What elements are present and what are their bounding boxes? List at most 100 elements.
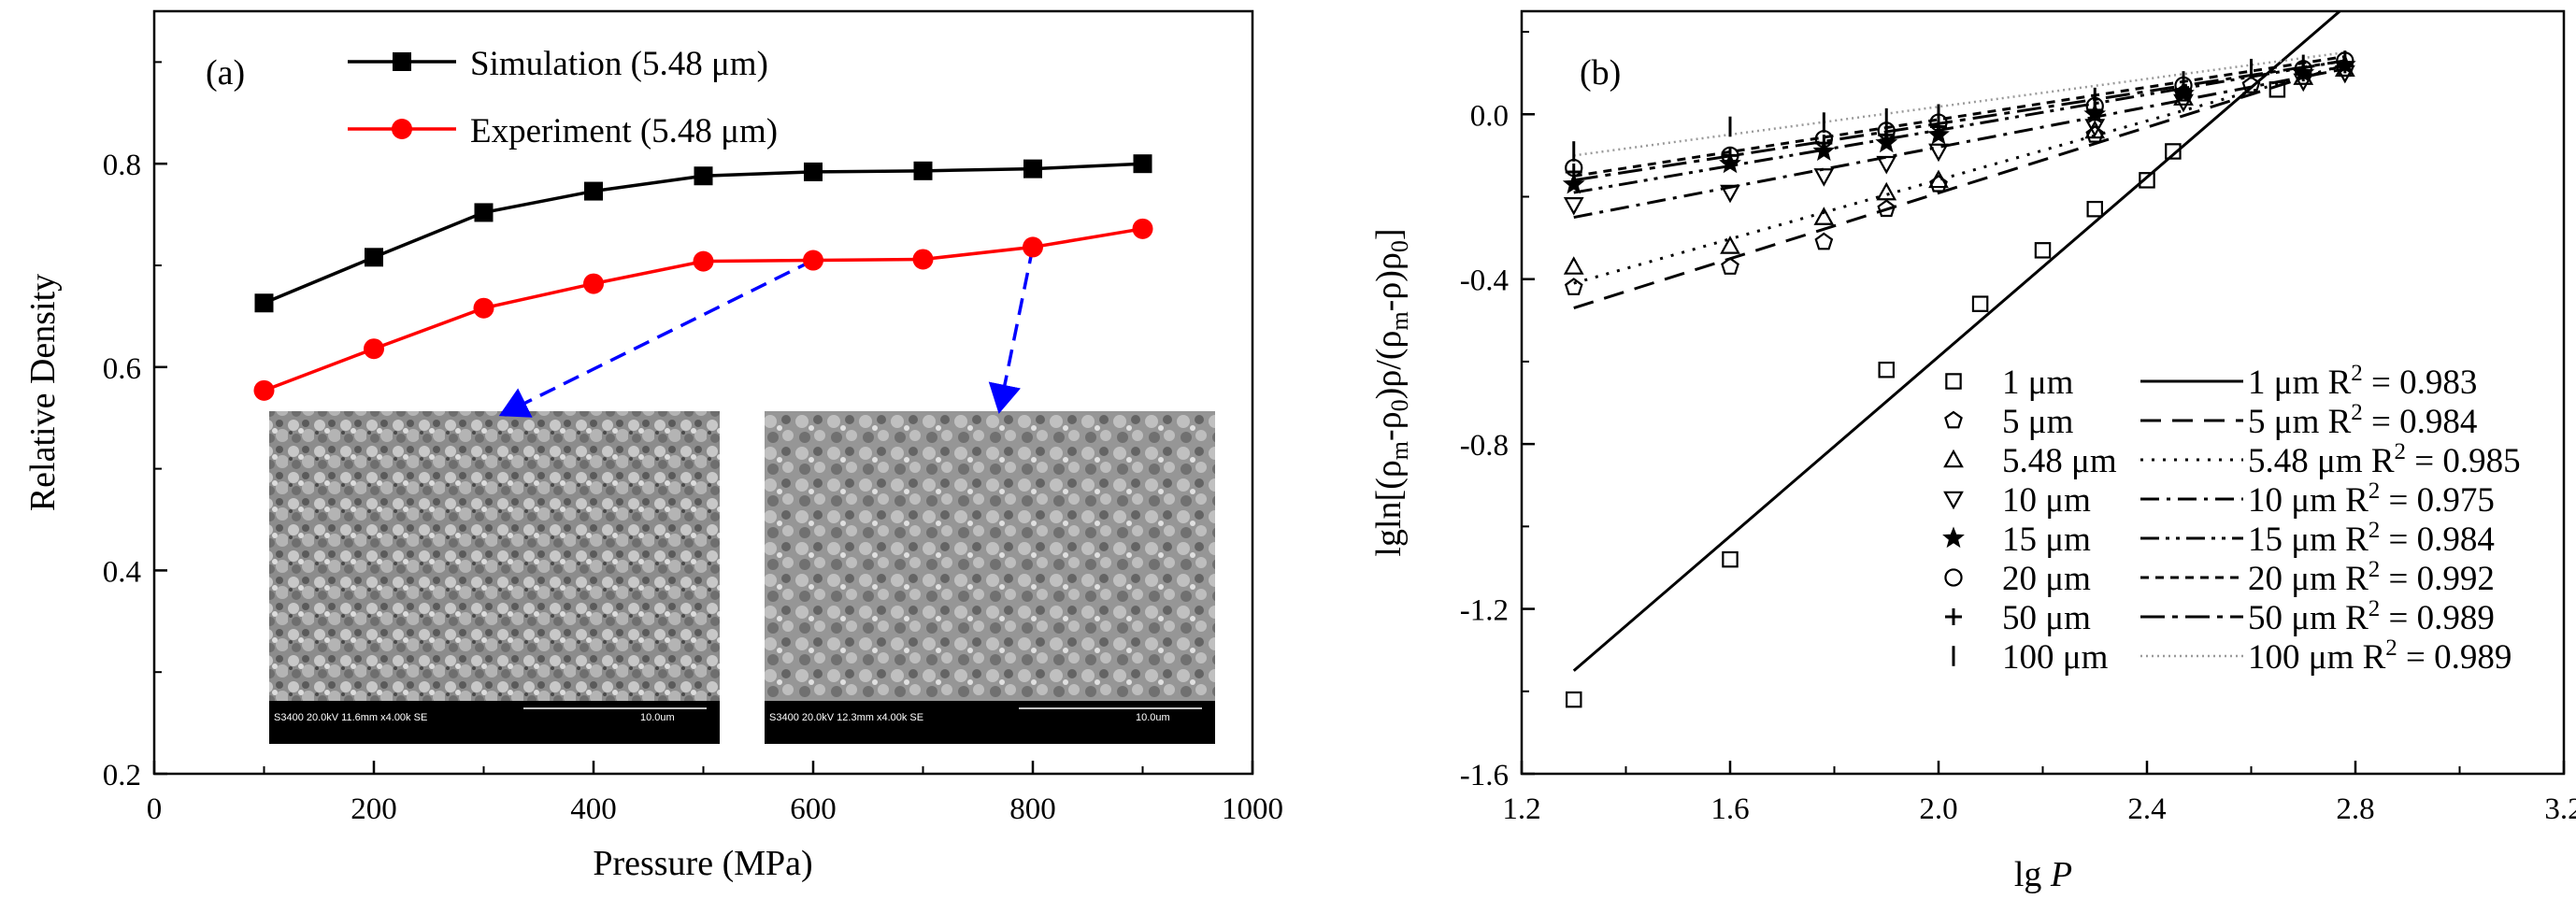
data-point <box>2165 143 2182 160</box>
legend-fit-label: 15 μm R2 = 0.984 <box>2248 518 2495 559</box>
fit-line <box>1573 55 2346 178</box>
legend-row: 100 μm <box>1952 638 2109 677</box>
data-point <box>1945 608 1962 625</box>
legend-series-label: 15 μm <box>2002 521 2091 559</box>
data-point <box>1942 526 1965 549</box>
panel-b-fit-lines <box>1572 11 2346 672</box>
y-tick-label: 0.4 <box>103 555 141 589</box>
data-point <box>365 248 383 267</box>
x-tick-label: 3.2 <box>2544 792 2576 826</box>
data-point <box>1943 491 1964 510</box>
data-point <box>1023 236 1043 258</box>
y-tick-label: -1.6 <box>1460 759 1509 792</box>
legend-row: 5 μm <box>1944 403 2074 441</box>
legend-fit-label: 5.48 μm R2 = 0.985 <box>2248 439 2521 480</box>
legend-fit-row: 1 μm R2 = 0.983 <box>2140 361 2477 402</box>
fit-lines <box>1572 11 2346 672</box>
y-tick-label: 0.0 <box>1470 99 1509 133</box>
legend-fit-row: 20 μm R2 = 0.992 <box>2140 557 2495 598</box>
data-point <box>1928 143 1949 163</box>
x-tick-label: 400 <box>570 792 617 826</box>
y-tick-label: 0.6 <box>103 352 141 386</box>
data-point <box>1565 691 1582 708</box>
legend-row: 50 μm <box>1945 599 2091 637</box>
fit-line <box>1573 59 2346 182</box>
panel-a-series <box>253 154 1153 401</box>
data-point <box>2268 81 2286 98</box>
fit-line <box>1573 59 2346 194</box>
legend-fit-row: 10 μm R2 = 0.975 <box>2140 478 2495 520</box>
legend-fit-label: 50 μm R2 = 0.989 <box>2248 596 2495 637</box>
x-tick-label: 2.4 <box>2127 792 2166 826</box>
panel-a-ticks: 0 200 400 600 800 1000 0.2 0.4 0.6 0.8 <box>103 61 1283 826</box>
data-point <box>474 203 494 222</box>
panel-b-points <box>1562 50 2356 708</box>
data-point <box>2139 172 2155 189</box>
panel-a-label: (a) <box>206 53 245 93</box>
data-point <box>2085 124 2105 143</box>
data-point <box>1945 373 1962 390</box>
data-point <box>1720 184 1740 204</box>
y-tick-label: -1.2 <box>1460 594 1509 628</box>
y-tick-label: 0.8 <box>103 149 141 182</box>
data-point <box>1720 235 1740 254</box>
data-point <box>1563 197 1584 216</box>
legend-fit-label: 100 μm R2 = 0.989 <box>2248 635 2512 677</box>
data-point <box>912 249 934 270</box>
legend-marker-simulation <box>393 52 411 71</box>
legend-fit-label: 1 μm R2 = 0.983 <box>2248 361 2477 402</box>
data-point <box>253 379 275 401</box>
x-tick-label: 2.8 <box>2336 792 2374 826</box>
sem-caption-right: S3400 20.0kV 12.3mm x4.00k SE <box>769 712 923 723</box>
data-point <box>2086 200 2104 218</box>
legend-series-label: 1 μm <box>2002 364 2074 402</box>
data-point <box>2034 242 2052 259</box>
legend-row: 10 μm <box>1943 481 2091 520</box>
legend-label-experiment: Experiment (5.48 μm) <box>470 112 778 150</box>
y-tick-label: 0.2 <box>103 759 141 792</box>
legend-series-label: 100 μm <box>2002 638 2109 677</box>
sem-scale-label-right: 10.0um <box>1136 712 1170 723</box>
panel-a-x-axis-label: Pressure (MPa) <box>593 844 812 883</box>
data-point <box>1878 361 1895 378</box>
data-point <box>1562 172 1585 194</box>
dashed-arrow <box>498 258 814 418</box>
data-point <box>1813 207 1835 225</box>
x-tick-label: 0 <box>147 792 163 826</box>
series-points <box>1562 52 2356 194</box>
data-point <box>2241 76 2261 93</box>
data-point <box>1814 232 1834 250</box>
data-point <box>2084 120 2106 139</box>
data-point <box>694 166 713 186</box>
legend-series-label: 5.48 μm <box>2002 442 2117 480</box>
data-point <box>1721 257 1739 275</box>
data-point <box>1813 168 1835 187</box>
data-point <box>1722 147 1739 164</box>
y-tick-label: -0.8 <box>1460 429 1509 463</box>
legend-fit-row: 100 μm R2 = 0.989 <box>2140 635 2512 677</box>
data-point <box>1564 278 1583 295</box>
legend-label-simulation: Simulation (5.48 μm) <box>470 45 768 83</box>
data-point <box>1929 174 1948 193</box>
data-point <box>1565 164 1582 181</box>
series-points <box>1565 51 2354 178</box>
data-point <box>1878 126 1896 144</box>
data-point <box>1815 135 1833 152</box>
data-point <box>803 250 823 271</box>
data-point <box>584 181 603 201</box>
data-point <box>1133 154 1152 174</box>
data-point <box>1943 449 1964 468</box>
legend-series-label: 10 μm <box>2002 481 2091 520</box>
data-point <box>2084 119 2106 137</box>
series-points <box>1563 58 2355 275</box>
sem-image-right <box>765 411 1215 744</box>
panel-a-legend: Simulation (5.48 μm) Experiment (5.48 μm… <box>348 45 778 150</box>
data-point <box>1876 181 1897 201</box>
legend-fit-row: 50 μm R2 = 0.989 <box>2140 596 2495 637</box>
data-point <box>1877 199 1896 218</box>
data-point <box>1971 295 1989 312</box>
data-point <box>1563 256 1584 275</box>
legend-row: 1 μm <box>1945 364 2074 402</box>
